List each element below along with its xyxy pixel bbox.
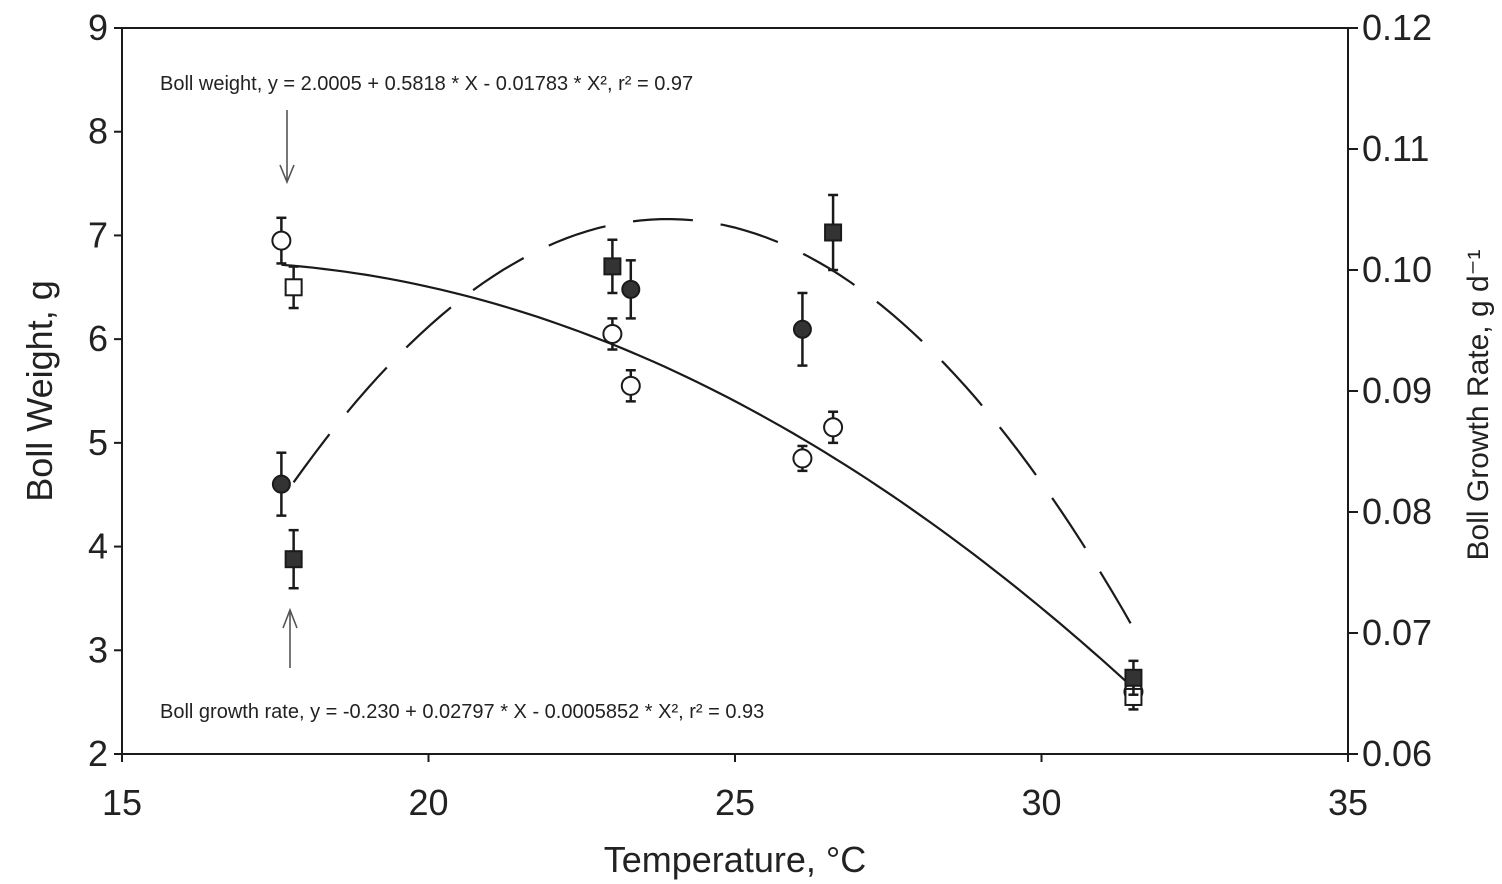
x-tick-label: 20 [408, 782, 448, 823]
left-y-tick-label: 3 [88, 629, 108, 670]
x-tick-label: 15 [102, 782, 142, 823]
left-y-tick-label: 6 [88, 318, 108, 359]
filled-square-point [1124, 668, 1143, 687]
down-arrow-head-icon [279, 164, 295, 185]
left-axis-label: Boll Weight, g [19, 280, 60, 501]
filled-circle-point [271, 474, 291, 494]
left-y-tick-label: 9 [88, 7, 108, 48]
right-y-tick-label: 0.10 [1362, 249, 1432, 290]
filled-square-point [284, 550, 303, 569]
open-circle-point [792, 448, 813, 469]
boll-weight-fit-line [281, 263, 1135, 689]
data-points [271, 193, 1144, 711]
fit-lines [281, 218, 1135, 689]
right-y-tick-label: 0.07 [1362, 612, 1432, 653]
right-y-tick-label: 0.11 [1362, 128, 1429, 169]
open-square-point [284, 278, 303, 297]
filled-circle-point [621, 279, 641, 299]
filled-circle-point [792, 319, 812, 339]
right-y-tick-label: 0.09 [1362, 370, 1432, 411]
left-y-tick-label: 7 [88, 214, 108, 255]
plot-frame [121, 27, 1349, 755]
open-circle-point [271, 230, 292, 251]
filled-square-point [824, 223, 843, 242]
right-axis-ticks: 0.06 0.07 0.08 0.09 0.10 0.11 0.12 [1348, 7, 1432, 774]
open-circle-point [823, 417, 844, 438]
filled-square-point [603, 257, 622, 276]
left-y-tick-label: 8 [88, 111, 108, 152]
left-y-tick-label: 2 [88, 733, 108, 774]
left-y-tick-label: 5 [88, 422, 108, 463]
boll-growth-fit-line [292, 218, 1135, 629]
up-arrow-head-icon [282, 607, 298, 629]
x-axis-label: Temperature, °C [604, 839, 867, 880]
right-y-tick-label: 0.08 [1362, 491, 1432, 532]
open-circle-point [602, 323, 623, 344]
x-tick-label: 25 [715, 782, 755, 823]
left-axis-ticks: 2 3 4 5 6 7 8 9 [88, 7, 122, 774]
right-axis-label: Boll Growth Rate, g d⁻¹ [1462, 250, 1495, 561]
x-tick-label: 35 [1328, 782, 1368, 823]
right-y-tick-label: 0.06 [1362, 733, 1432, 774]
right-y-tick-label: 0.12 [1362, 7, 1432, 48]
x-tick-label: 30 [1021, 782, 1061, 823]
annotation-arrows [279, 110, 298, 668]
left-y-tick-label: 4 [88, 526, 108, 567]
open-circle-point [620, 375, 641, 396]
boll-weight-equation: Boll weight, y = 2.0005 + 0.5818 * X - 0… [160, 73, 693, 95]
boll-growth-equation: Boll growth rate, y = -0.230 + 0.02797 *… [160, 701, 764, 723]
x-axis-ticks: 15 20 25 30 35 [102, 754, 1368, 823]
